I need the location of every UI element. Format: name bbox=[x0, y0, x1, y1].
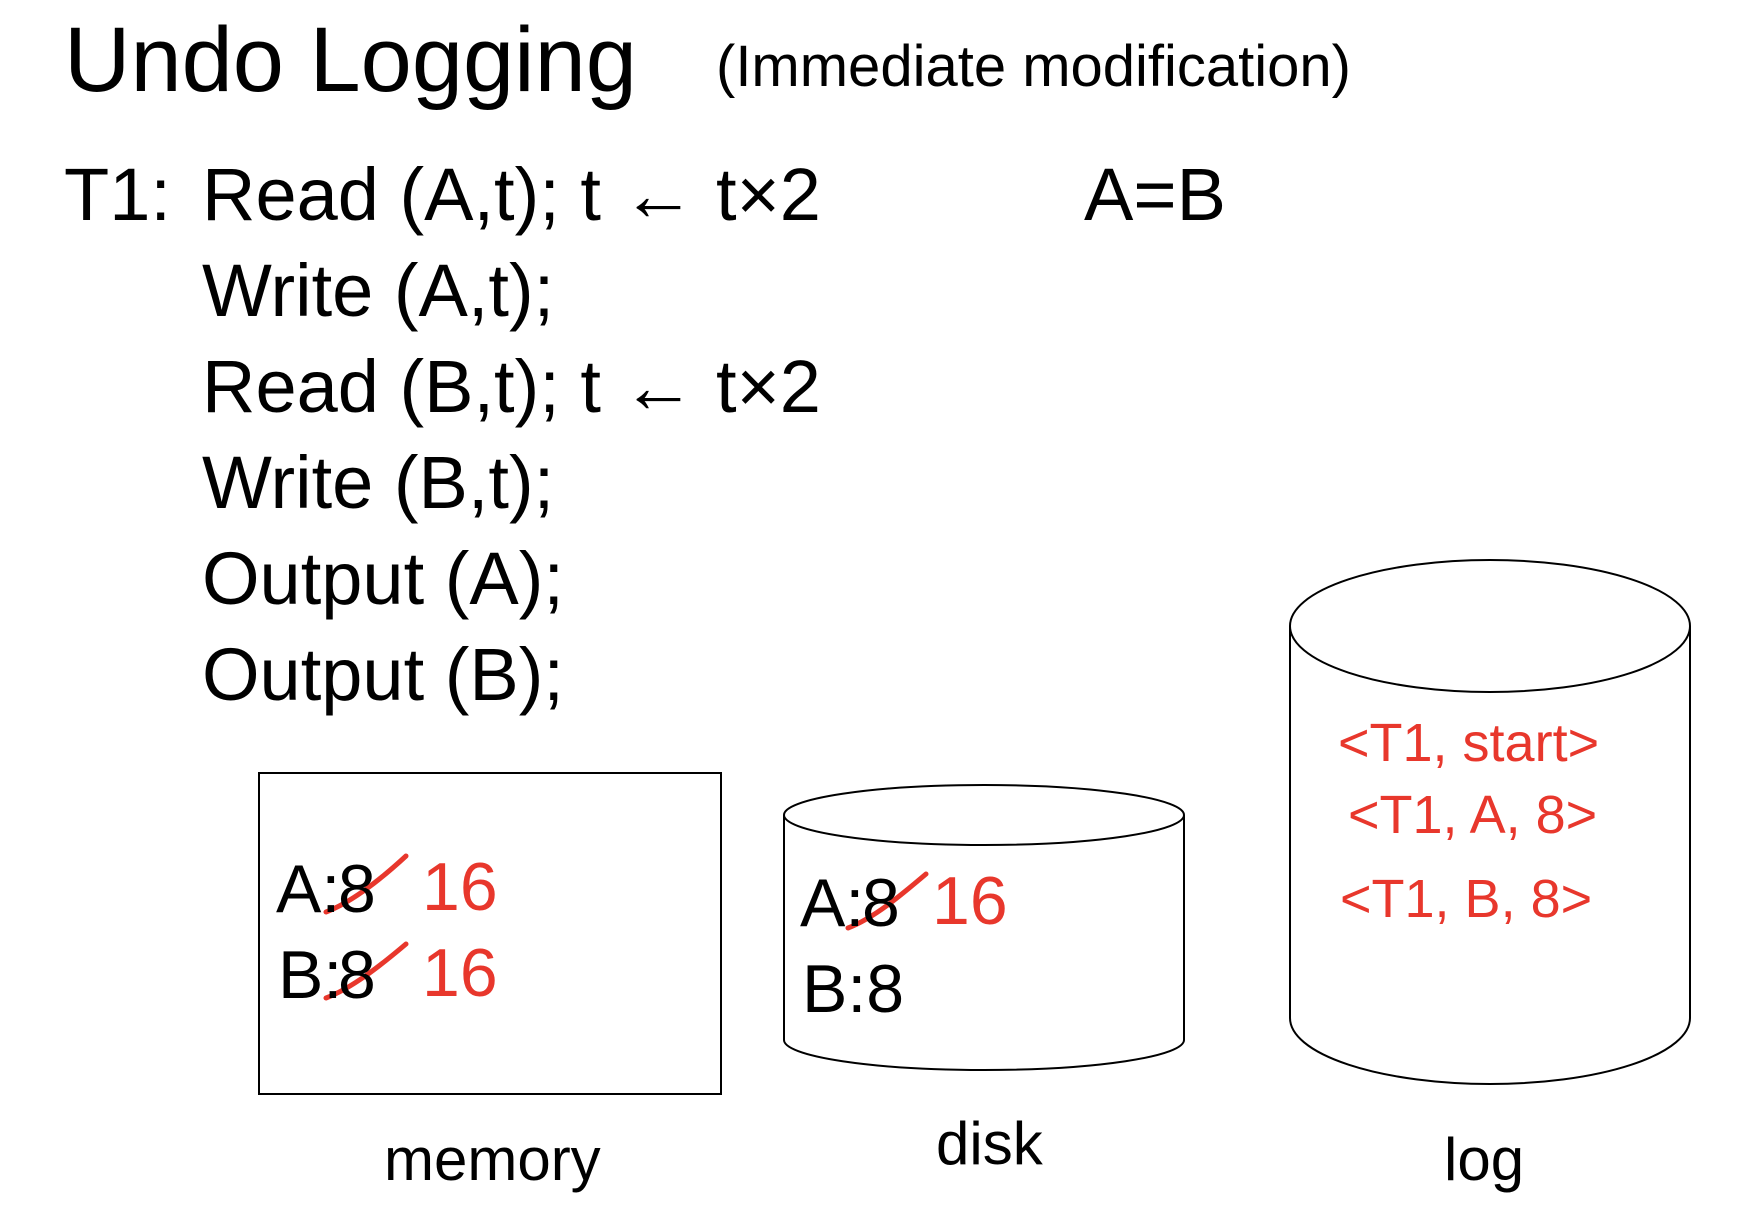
memory-b-label: B: bbox=[278, 937, 343, 1013]
disk-caption: disk bbox=[936, 1110, 1043, 1177]
transaction-step: Output (A); bbox=[202, 537, 564, 620]
slide-title: Undo Logging bbox=[64, 9, 637, 111]
disk-b-value: B:8 bbox=[802, 951, 905, 1027]
memory-b-new-value: 16 bbox=[422, 935, 498, 1011]
memory-b-old-value: 8 bbox=[338, 937, 376, 1013]
memory-a-old-value: 8 bbox=[338, 851, 376, 927]
memory-box bbox=[258, 772, 722, 1095]
disk-a-new-value: 16 bbox=[932, 863, 1008, 939]
slide-subtitle: (Immediate modification) bbox=[716, 34, 1351, 99]
log-entry: <T1, start> bbox=[1338, 713, 1600, 773]
transaction-step: Write (A,t); bbox=[202, 249, 555, 332]
strike-mark-memory-b bbox=[323, 941, 409, 1001]
memory-caption: memory bbox=[384, 1126, 601, 1193]
log-entry: <T1, B, 8> bbox=[1340, 869, 1593, 929]
disk-cylinder bbox=[783, 784, 1185, 1071]
log-cylinder bbox=[1289, 559, 1691, 1085]
disk-a-old-value: 8 bbox=[862, 865, 900, 941]
log-entry: <T1, A, 8> bbox=[1348, 785, 1598, 845]
log-caption: log bbox=[1444, 1126, 1525, 1193]
memory-a-label: A: bbox=[276, 851, 341, 927]
transaction-step: Read (A,t); t ← t×2 bbox=[202, 153, 821, 236]
memory-a-new-value: 16 bbox=[422, 849, 498, 925]
strike-mark-disk-a bbox=[845, 871, 929, 931]
disk-a-label: A: bbox=[800, 865, 865, 941]
transaction-step: Write (B,t); bbox=[202, 441, 555, 524]
transaction-step: Read (B,t); t ← t×2 bbox=[202, 345, 821, 428]
strike-mark-memory-a bbox=[323, 853, 409, 915]
constraint-label: A=B bbox=[1084, 153, 1226, 236]
transaction-label: T1: bbox=[64, 153, 171, 236]
transaction-step: Output (B); bbox=[202, 633, 564, 716]
